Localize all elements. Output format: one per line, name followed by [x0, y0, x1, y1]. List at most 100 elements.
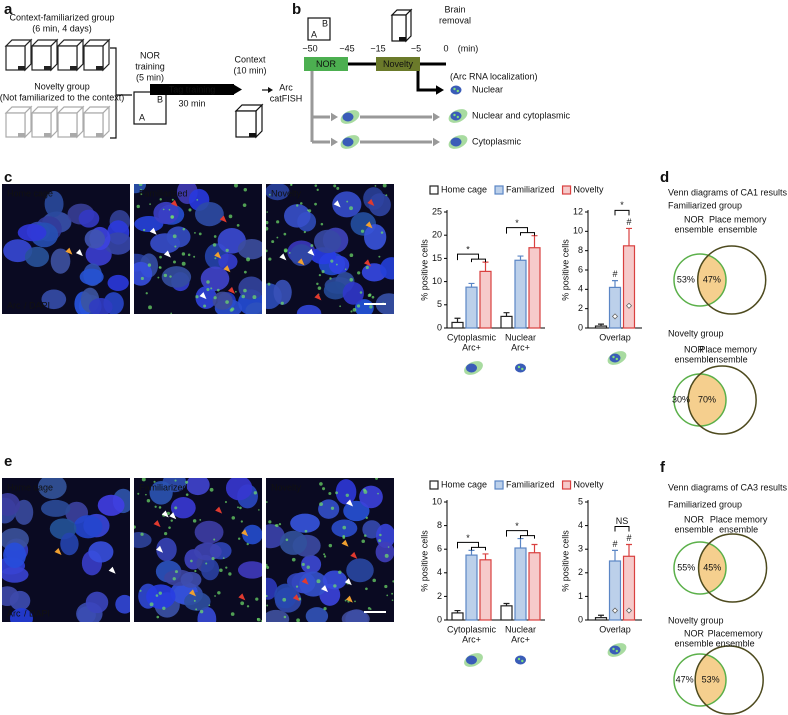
nucleus: [73, 515, 103, 539]
step-label: NOR: [140, 50, 161, 60]
arc-signal: [384, 553, 389, 558]
arc-signal: [159, 255, 162, 259]
arc-signal: [283, 232, 287, 236]
arc-signal: [213, 538, 216, 541]
micrograph: [134, 478, 262, 622]
bracket: [110, 47, 132, 139]
annotation: #: [626, 217, 631, 227]
nucleus: [134, 261, 153, 286]
arc-signal: [276, 220, 280, 224]
arc-signal: [266, 594, 268, 598]
arc-signal: [214, 595, 216, 597]
arc-signal: [330, 506, 335, 510]
nucleus: [78, 209, 100, 228]
set-label: ensemble: [718, 224, 757, 234]
arrowhead-marker: [301, 577, 309, 585]
error-bar: [468, 549, 475, 556]
set-circle: [697, 533, 768, 603]
arc-signal: [169, 275, 172, 278]
stain-label: Arc: [7, 300, 21, 310]
arrowhead-marker: [54, 547, 62, 555]
arc-signal: [323, 553, 326, 556]
arc-signal: [266, 566, 270, 570]
arc-signal: [319, 482, 323, 486]
arc-focus: [521, 659, 524, 663]
arc-signal: [172, 577, 176, 581]
nucleus: [193, 542, 222, 561]
arc-signal: [138, 184, 143, 187]
error-bar: [626, 543, 632, 557]
panel-label: c: [4, 169, 12, 186]
nucleus: [84, 229, 106, 249]
arc-signal: [155, 594, 159, 597]
y-axis-label: % positive cells: [419, 239, 429, 301]
timeline-label: 0: [443, 43, 448, 53]
epoch-label: NOR: [316, 59, 337, 69]
error-bar: [482, 261, 489, 272]
arc-signal: [216, 288, 220, 292]
significance-label: *: [466, 244, 470, 254]
stain-label: / DAPI: [24, 608, 50, 618]
arc-signal: [339, 305, 341, 308]
venn-heading: Venn diagrams of CA3 results: [668, 482, 788, 492]
arc-signal: [242, 203, 247, 207]
time-unit: (min): [458, 43, 479, 53]
image-label: Home cage: [7, 188, 53, 198]
micrograph: [2, 184, 130, 314]
arc-signal: [321, 270, 325, 274]
arc-signal: [195, 295, 199, 299]
nucleus: [346, 558, 374, 583]
nucleus: [364, 224, 387, 250]
nucleus: [166, 226, 191, 248]
arc-signal: [380, 231, 384, 234]
box-front: [83, 45, 104, 71]
significance-label: *: [515, 218, 519, 228]
image-label: Familiarized: [139, 188, 188, 198]
bar: [608, 286, 622, 329]
legend-swatch: [429, 185, 439, 195]
arrow-head: [433, 137, 440, 147]
nucleus: [380, 257, 394, 280]
arc-signal: [378, 255, 381, 258]
arc-signal: [174, 479, 177, 482]
arc-signal: [206, 280, 210, 284]
arc-signal: [278, 522, 282, 526]
arc-signal: [386, 594, 389, 597]
nucleus: [290, 513, 320, 533]
set-circle: [673, 653, 727, 707]
arc-signal: [342, 525, 347, 530]
bar: [465, 554, 478, 621]
arc-signal: [156, 615, 160, 619]
nucleus: [237, 561, 262, 579]
error-bar: [531, 235, 538, 248]
nucleus: [342, 281, 364, 305]
box-hatch: [249, 133, 256, 137]
arc-signal: [149, 602, 154, 607]
nucleus: [2, 566, 29, 583]
x-tick-label: Arc+: [462, 342, 481, 352]
arc-signal: [140, 192, 143, 196]
y-tick-label: 1: [578, 591, 583, 601]
arc-signal: [174, 506, 178, 510]
group-label: (Not familiarized to the context): [0, 92, 124, 102]
arc-signal: [323, 555, 327, 558]
arc-signal: [282, 597, 287, 602]
arc-focus: [615, 649, 618, 653]
x-tick-label: Overlap: [599, 624, 631, 634]
arc-signal: [196, 198, 199, 201]
x-tick-label: Cytoplasmic: [447, 332, 497, 342]
box-front: [5, 45, 26, 71]
legend-swatch: [561, 185, 572, 195]
nucleus: [40, 499, 71, 517]
set-label: Placememory: [708, 628, 764, 638]
panel-label: e: [4, 453, 12, 470]
nucleus: [266, 609, 290, 622]
box-hatch: [44, 133, 51, 137]
arrowhead-marker: [65, 247, 73, 255]
arrowhead-marker: [156, 545, 164, 553]
nucleus: [305, 607, 329, 622]
readout-label: Arc: [279, 82, 293, 92]
set-circle: [694, 645, 764, 715]
arrowhead-marker: [341, 539, 349, 547]
y-tick-label: 6: [437, 544, 442, 554]
